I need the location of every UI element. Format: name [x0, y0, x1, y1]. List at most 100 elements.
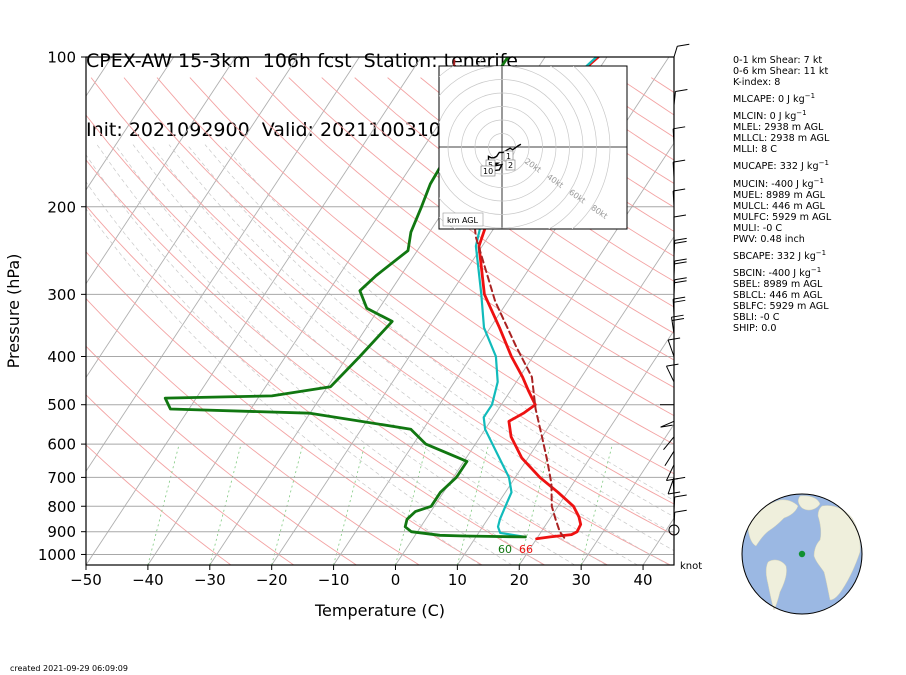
- wind-barb-staff: [673, 46, 678, 58]
- dry-adiabat-line: [86, 444, 232, 565]
- wind-barb-staff: [672, 128, 675, 145]
- moist-adiabat-line: [86, 208, 481, 565]
- wind-barb-flag: [671, 314, 684, 318]
- y-tick-label: 300: [47, 286, 76, 304]
- wind-barb-flag: [674, 261, 687, 265]
- unit-superscript: −1: [810, 265, 822, 274]
- x-tick-label: 30: [572, 571, 591, 589]
- isotherm-line: [86, 57, 175, 191]
- wind-barb-flag: [668, 337, 681, 341]
- stability-index-row: MLLI: 8 C: [733, 144, 777, 156]
- dry-adiabat-line: [86, 394, 294, 565]
- stability-index-row: MLCIN: 0 J kg−1: [733, 109, 807, 123]
- hodograph-ring: [571, 66, 611, 229]
- y-tick-label: 1000: [38, 546, 76, 564]
- surface-labels: 60 66: [498, 543, 533, 556]
- wind-barb-staff: [672, 299, 675, 315]
- y-tick-label: 800: [47, 498, 76, 516]
- y-tick-label: 500: [47, 396, 76, 414]
- hodograph-rings: [439, 66, 611, 229]
- isotherm-line: [580, 423, 674, 565]
- isotherm-line: [457, 235, 674, 565]
- axis-ticks: −50 −40 −30 −20 −10 0 10 20 30 40 100 200 300 400 500 6…: [38, 49, 653, 590]
- stability-index-row: SBLFC: 5929 m AGL: [733, 301, 829, 313]
- stability-index-row: MLLCL: 2938 m AGL: [733, 133, 830, 145]
- created-timestamp: created 2021-09-29 06:09:09: [10, 664, 128, 673]
- hodograph-ring: [461, 106, 543, 188]
- hodograph-ring: [439, 66, 597, 229]
- wind-barb-staff: [667, 339, 675, 357]
- stability-index-row: MULI: -0 C: [733, 222, 783, 234]
- stability-index-row: PWV: 0.48 inch: [733, 233, 805, 245]
- hodograph-height-label: 10: [483, 167, 493, 176]
- isotherm-line: [86, 57, 298, 379]
- x-axis-label: Temperature (C): [314, 601, 445, 620]
- y-tick-label: 700: [47, 469, 76, 487]
- y-tick-label: 100: [47, 49, 76, 67]
- stability-index-row: MUEL: 8989 m AGL: [733, 189, 826, 201]
- wind-barb-flag: [673, 299, 686, 303]
- wind-barb-staff: [673, 497, 676, 512]
- dry-adiabat-line: [255, 77, 674, 388]
- y-tick-label: 600: [47, 436, 76, 454]
- unit-superscript: −1: [815, 248, 827, 257]
- wind-barb-staff: [672, 162, 675, 178]
- wind-barb-flag: [677, 43, 690, 47]
- wind-barb-flag: [671, 318, 685, 321]
- dry-adiabat-line: [189, 77, 674, 445]
- hodograph-ring: [439, 79, 570, 215]
- globe-land-south-america: [765, 559, 787, 611]
- x-tick-label: −20: [256, 571, 288, 589]
- globe-outline: [741, 493, 863, 615]
- y-tick-label: 200: [47, 198, 76, 216]
- wind-barb-flag: [660, 424, 673, 428]
- wind-barb-flag: [674, 280, 687, 284]
- unit-superscript: −1: [818, 159, 829, 168]
- x-tick-label: 10: [448, 571, 467, 589]
- wind-barb-staff: [672, 190, 675, 207]
- wind-barb-flag: [673, 188, 686, 192]
- wind-barbs: [660, 43, 690, 527]
- dry-adiabat-line: [321, 77, 674, 334]
- wind-barb-staff: [673, 91, 676, 106]
- stability-index-row: MULCL: 446 m AGL: [733, 200, 825, 212]
- dry-adiabat-line: [86, 251, 483, 565]
- y-axis-label: Pressure (hPa): [4, 254, 23, 369]
- wind-barb-flag: [673, 126, 686, 130]
- stability-index-row: SHIP: 0.0: [733, 323, 777, 335]
- stability-index-row: MULFC: 5929 m AGL: [733, 211, 832, 223]
- wind-unit-label: knot: [680, 561, 702, 572]
- dry-adiabat-line: [86, 204, 545, 565]
- unit-superscript: −1: [813, 176, 824, 185]
- dry-adiabat-line: [86, 345, 357, 565]
- stability-index-row: MLCAPE: 0 J kg−1: [733, 92, 816, 106]
- wind-barb-staff: [664, 450, 675, 466]
- hodograph-height-box: [480, 165, 496, 177]
- wind-barb-staff: [663, 436, 675, 450]
- dry-adiabat-line: [86, 114, 671, 565]
- dry-adiabat-line: [288, 77, 674, 361]
- wind-barb-flag: [674, 277, 687, 281]
- stability-index-row: SBCIN: -400 J kg−1: [733, 265, 822, 280]
- hodograph-ring: [447, 92, 557, 202]
- hodograph-legend-box: [442, 212, 484, 227]
- y-tick-label: 400: [47, 348, 76, 366]
- wind-barb-flag: [673, 159, 686, 163]
- wind-barb-flag: [673, 476, 686, 480]
- wind-barb-staff: [672, 479, 675, 496]
- stability-index-row: 0-1 km Shear: 7 kt: [733, 55, 823, 66]
- dry-adiabat-line: [387, 77, 674, 282]
- station-marker: [798, 550, 806, 558]
- wind-barb-flag: [666, 363, 679, 367]
- x-tick-label: −50: [70, 571, 102, 589]
- mixing-ratio-line: [395, 443, 428, 565]
- hodograph-height-label: 1: [506, 152, 511, 161]
- mixing-ratio-line: [271, 443, 304, 565]
- isotherm-line: [147, 57, 484, 565]
- wind-barb-staff: [673, 279, 676, 295]
- mixing-ratio-line: [518, 443, 551, 565]
- globe-land-greenland: [798, 495, 821, 511]
- stability-index-row: MUCIN: -400 J kg−1: [733, 176, 824, 190]
- wind-barb-flag: [674, 509, 687, 513]
